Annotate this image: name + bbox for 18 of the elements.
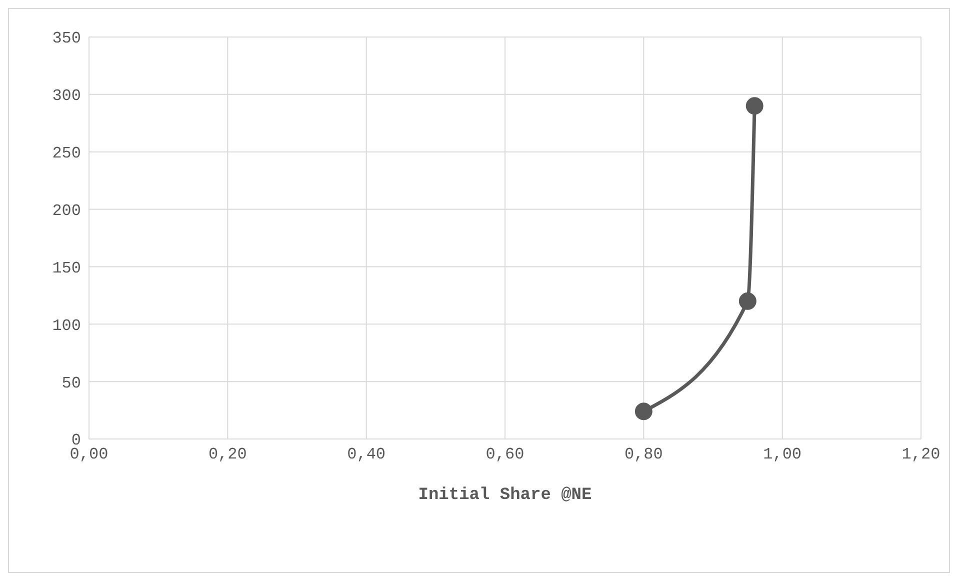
point — [746, 97, 764, 115]
x-tick-label: 0,40 — [347, 445, 386, 464]
y-tick-label: 250 — [52, 144, 81, 163]
x-tick-label: 1,00 — [763, 445, 802, 464]
y-tick-label: 350 — [52, 30, 81, 48]
y-tick-label: 300 — [52, 87, 81, 106]
x-tick-label: 0,20 — [208, 445, 247, 464]
x-tick-label: 0,60 — [486, 445, 524, 464]
point — [634, 402, 652, 420]
x-tick-label: 0,80 — [624, 445, 663, 464]
y-tick-label: 50 — [62, 374, 81, 392]
y-tick-label: 200 — [52, 202, 81, 220]
x-axis-title: Initial Share @NE — [418, 486, 592, 505]
y-tick-label: 150 — [52, 259, 81, 278]
point — [738, 292, 756, 310]
x-tick-label: 0,00 — [70, 445, 108, 464]
x-tick-label: 1,20 — [902, 445, 940, 464]
y-tick-label: 100 — [52, 316, 81, 335]
